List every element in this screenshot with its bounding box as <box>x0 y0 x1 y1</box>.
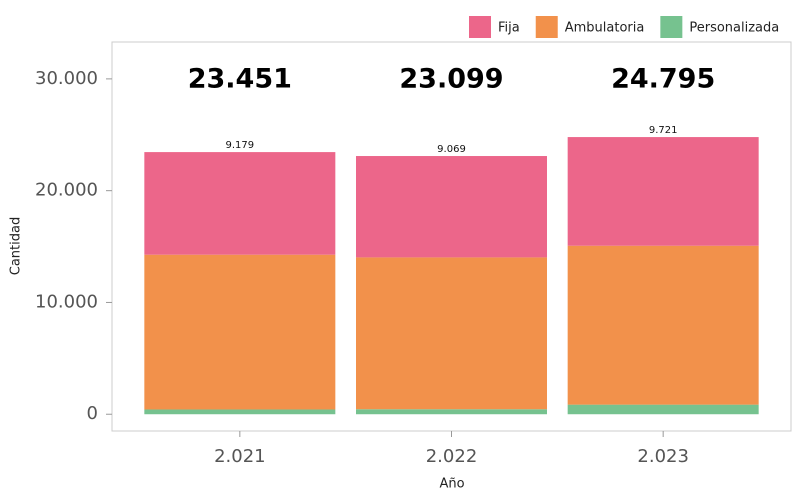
bar-segment <box>144 254 336 410</box>
bar-segment <box>144 152 336 255</box>
x-tick-label: 2.023 <box>637 446 689 467</box>
y-tick-label: 20.000 <box>35 180 98 201</box>
bar-segment <box>567 404 759 415</box>
bar-segment <box>356 257 547 410</box>
bar-segment <box>567 245 759 405</box>
total-label: 24.795 <box>611 64 715 95</box>
legend-label: Personalizada <box>689 21 779 36</box>
bar-segment <box>567 137 759 246</box>
bar-segment <box>356 156 547 258</box>
y-tick-label: 0 <box>87 403 98 424</box>
legend-label: Fija <box>498 21 520 36</box>
y-axis-title: Cantidad <box>9 217 24 275</box>
x-tick-label: 2.021 <box>214 446 266 467</box>
value-label: 9.069 <box>437 144 466 155</box>
value-label: 9.721 <box>649 125 678 136</box>
x-axis-title: Año <box>439 477 464 492</box>
legend-swatch <box>660 16 683 38</box>
x-tick-label: 2.022 <box>426 446 478 467</box>
y-tick-label: 10.000 <box>35 291 98 312</box>
legend-swatch <box>535 16 558 38</box>
total-label: 23.451 <box>188 64 292 95</box>
legend-label: Ambulatoria <box>565 21 645 36</box>
y-tick-label: 30.000 <box>35 68 98 89</box>
total-label: 23.099 <box>399 64 503 95</box>
bar-segment <box>144 409 336 415</box>
bar-segment <box>356 409 547 415</box>
value-label: 9.179 <box>226 140 255 151</box>
legend-swatch <box>469 16 491 38</box>
